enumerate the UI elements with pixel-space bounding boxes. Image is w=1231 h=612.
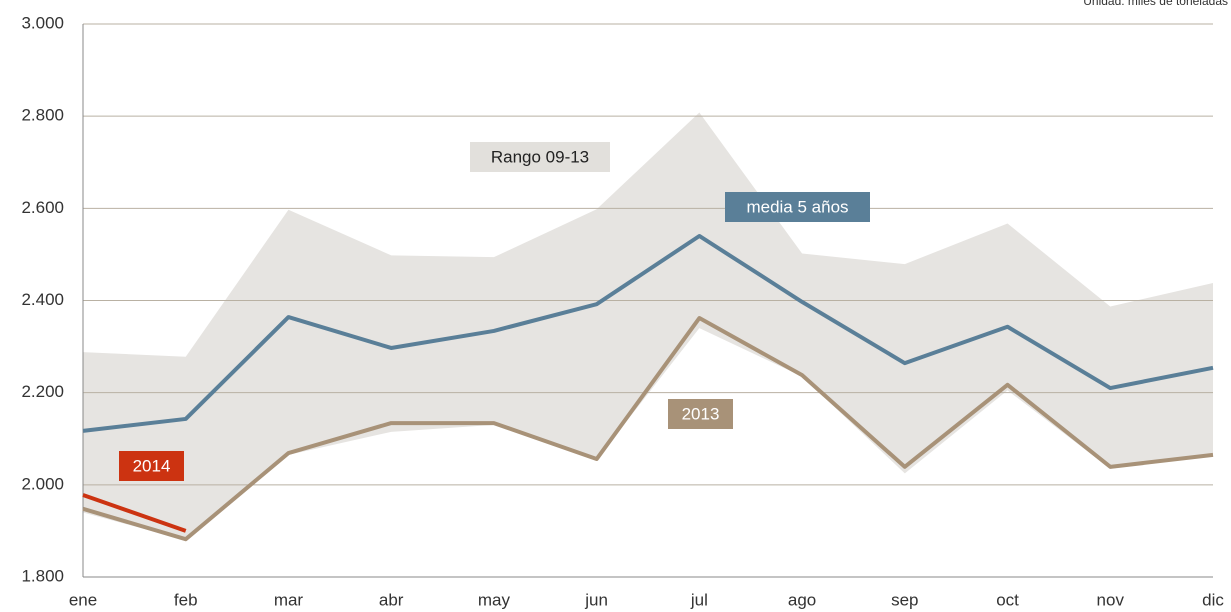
- x-tick-label: may: [478, 590, 511, 609]
- x-tick-label: jul: [690, 590, 708, 609]
- band-label: Rango 09-13: [491, 147, 589, 166]
- x-tick-label: ago: [788, 590, 816, 609]
- x-tick-label: jun: [584, 590, 608, 609]
- x-tick-label: dic: [1202, 590, 1224, 609]
- band-label-box: [470, 142, 610, 172]
- series-line: [82, 233, 1214, 433]
- chart-subtitle: Unidad: miles de toneladas: [1083, 0, 1228, 8]
- series-label-box: [725, 192, 870, 222]
- y-tick-label: 2.400: [21, 290, 64, 309]
- y-tick-label: 2.000: [21, 474, 64, 493]
- y-tick-label: 3.000: [21, 13, 64, 32]
- y-tick-label: 2.600: [21, 198, 64, 217]
- y-tick-label: 2.800: [21, 106, 64, 125]
- x-tick-label: oct: [996, 590, 1019, 609]
- series-label: 2013: [682, 404, 720, 423]
- x-tick-label: feb: [174, 590, 198, 609]
- range-band: [83, 112, 1213, 541]
- y-tick-label: 2.200: [21, 382, 64, 401]
- x-tick-label: nov: [1097, 590, 1125, 609]
- x-tick-label: sep: [891, 590, 918, 609]
- series-label: 2014: [133, 456, 171, 475]
- series-line: [82, 316, 1214, 542]
- series-label-box: [668, 399, 733, 429]
- x-tick-label: ene: [69, 590, 97, 609]
- series-label: media 5 años: [746, 197, 848, 216]
- series-label-box: [119, 451, 184, 481]
- x-tick-label: mar: [274, 590, 304, 609]
- y-tick-label: 1.800: [21, 566, 64, 585]
- x-tick-label: abr: [379, 590, 404, 609]
- series-line: [82, 493, 187, 533]
